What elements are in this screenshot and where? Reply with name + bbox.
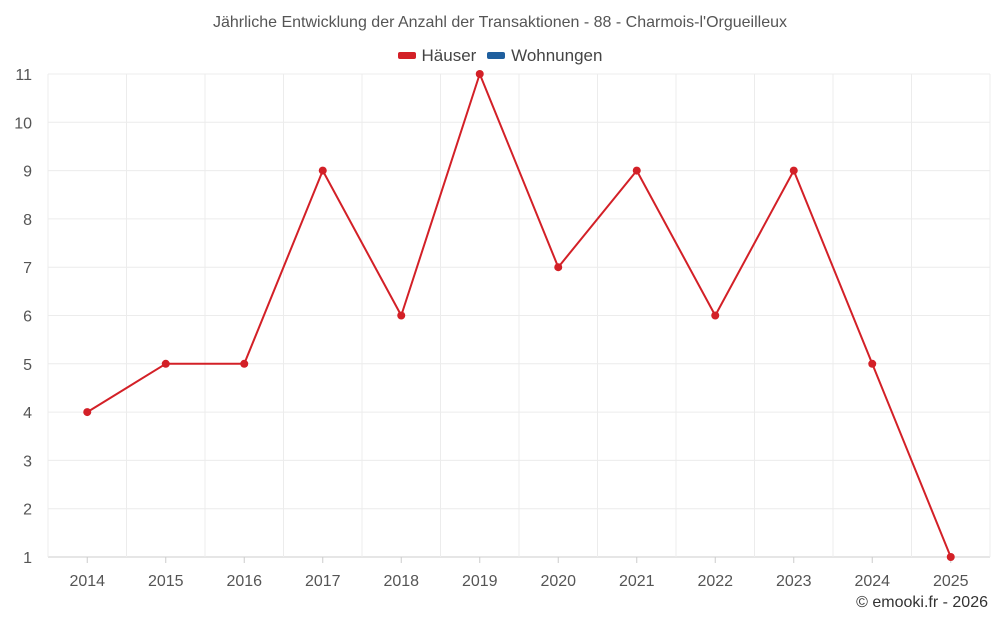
x-tick-label: 2014 [69, 573, 105, 590]
y-tick-label: 8 [23, 212, 32, 229]
data-point [161, 359, 170, 368]
x-tick-label: 2021 [619, 573, 655, 590]
legend-item-wohnungen[interactable]: Wohnungen [487, 46, 602, 66]
data-point [868, 359, 877, 368]
y-tick-label: 4 [23, 405, 32, 422]
y-tick-label: 2 [23, 502, 32, 519]
x-tick-label: 2018 [383, 573, 419, 590]
data-point [318, 166, 327, 175]
data-point [475, 70, 484, 78]
legend-label-wohnungen: Wohnungen [511, 45, 603, 65]
y-tick-label: 11 [15, 67, 32, 84]
y-tick-label: 3 [23, 453, 32, 470]
data-point [789, 166, 798, 175]
y-tick-label: 7 [23, 260, 32, 277]
x-tick-label: 2020 [540, 573, 576, 590]
x-tick-label: 2016 [226, 573, 262, 590]
data-point [711, 311, 720, 320]
data-point [240, 359, 249, 368]
legend-item-haeuser[interactable]: Häuser [397, 45, 477, 66]
data-point [632, 166, 641, 175]
y-tick-label: 6 [23, 309, 32, 326]
credit-text: © emooki.fr - 2026 [856, 594, 988, 611]
y-tick-label: 10 [14, 115, 32, 132]
data-point [397, 311, 406, 320]
y-tick-label: 5 [23, 357, 32, 374]
x-tick-label: 2019 [462, 573, 498, 590]
y-tick-label: 1 [23, 550, 32, 567]
legend-swatch-wohnungen [487, 52, 506, 59]
x-tick-label: 2024 [854, 573, 890, 590]
data-point [554, 263, 563, 272]
data-point [83, 408, 92, 417]
legend: Häuser Wohnungen [0, 44, 1000, 66]
series-line-0 [86, 73, 952, 558]
x-tick-label: 2022 [697, 573, 733, 590]
x-tick-label: 2023 [776, 573, 812, 590]
x-tick-label: 2025 [933, 573, 969, 590]
y-tick-label: 9 [23, 164, 32, 181]
data-point [946, 553, 955, 561]
chart-title: Jährliche Entwicklung der Anzahl der Tra… [213, 14, 787, 31]
legend-swatch-haeuser [397, 52, 416, 59]
legend-label-haeuser: Häuser [421, 45, 477, 65]
x-tick-label: 2015 [148, 573, 184, 590]
x-tick-label: 2017 [305, 573, 341, 590]
